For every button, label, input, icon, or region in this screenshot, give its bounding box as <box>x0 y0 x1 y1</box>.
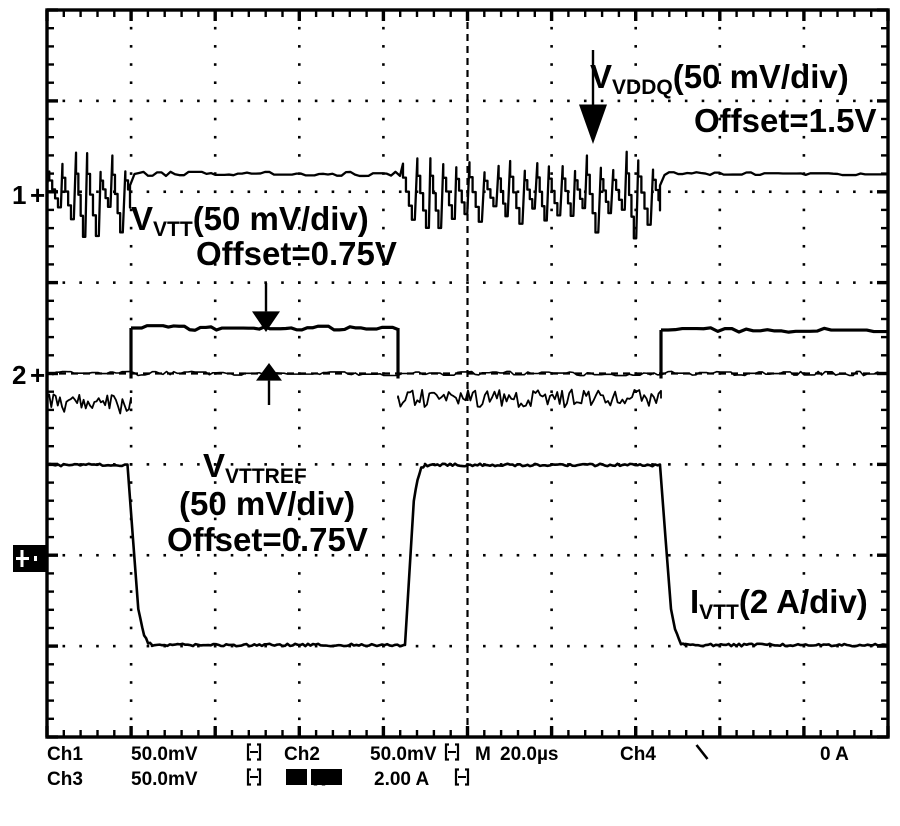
svg-text:50.0mV: 50.0mV <box>131 769 198 790</box>
svg-text:Ch3: Ch3 <box>47 769 83 790</box>
svg-text:20.0µs: 20.0µs <box>500 744 559 765</box>
svg-text:+: + <box>30 360 45 390</box>
svg-text:50.0mV: 50.0mV <box>131 744 198 765</box>
svg-text:Offset=1.5V: Offset=1.5V <box>694 102 877 139</box>
svg-text:(50 mV/div): (50 mV/div) <box>179 485 355 522</box>
svg-text:Offset=0.75V: Offset=0.75V <box>196 235 397 272</box>
svg-text:2.00 A: 2.00 A <box>374 769 430 790</box>
svg-text:Offset=0.75V: Offset=0.75V <box>167 521 368 558</box>
svg-text:Ch1: Ch1 <box>47 744 83 765</box>
svg-text:+: + <box>30 180 45 210</box>
svg-text:r: r <box>289 771 294 786</box>
svg-text:1: 1 <box>12 180 26 210</box>
svg-text:VVDDQ(50 mV/div): VVDDQ(50 mV/div) <box>590 58 849 99</box>
svg-text:Ch4: Ch4 <box>620 744 656 765</box>
svg-text:IVTT(2 A/div): IVTT(2 A/div) <box>690 583 868 624</box>
svg-text:VVTTREF: VVTTREF <box>203 447 307 488</box>
svg-text:50.0mV: 50.0mV <box>370 744 437 765</box>
svg-text:2: 2 <box>12 360 26 390</box>
svg-text:Ch2: Ch2 <box>284 744 320 765</box>
svg-text:M: M <box>475 744 491 765</box>
svg-text:[-]: [-] <box>313 771 326 786</box>
svg-text:0 A: 0 A <box>820 744 849 765</box>
